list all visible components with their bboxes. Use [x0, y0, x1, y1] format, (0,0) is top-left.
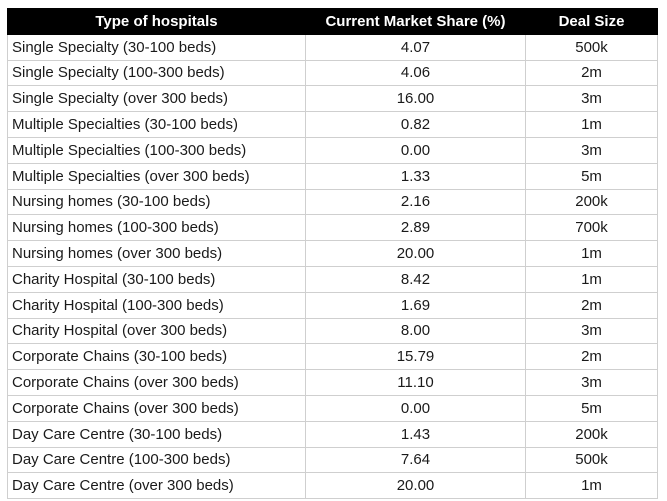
cell-market-share: 20.00 — [305, 472, 526, 500]
table-row: Day Care Centre (100-300 beds) 7.64 500k — [7, 446, 658, 474]
cell-market-share: 0.00 — [305, 136, 526, 164]
cell-deal-size: 3m — [525, 85, 658, 113]
table-row: Single Specialty (30-100 beds) 4.07 500k — [7, 33, 658, 61]
cell-deal-size: 1m — [525, 265, 658, 293]
cell-hospital-type: Corporate Chains (30-100 beds) — [7, 343, 306, 371]
data-table: Type of hospitals Current Market Share (… — [7, 8, 658, 500]
cell-hospital-type: Single Specialty (100-300 beds) — [7, 59, 306, 87]
table-row: Multiple Specialties (100-300 beds) 0.00 3… — [7, 136, 658, 164]
cell-deal-size: 500k — [525, 33, 658, 61]
cell-hospital-type: Day Care Centre (100-300 beds) — [7, 446, 306, 474]
table-row: Day Care Centre (over 300 beds) 20.00 1m — [7, 472, 658, 500]
cell-deal-size: 700k — [525, 214, 658, 242]
cell-hospital-type: Single Specialty (over 300 beds) — [7, 85, 306, 113]
cell-deal-size: 200k — [525, 188, 658, 216]
cell-deal-size: 5m — [525, 162, 658, 190]
cell-deal-size: 1m — [525, 472, 658, 500]
cell-hospital-type: Nursing homes (30-100 beds) — [7, 188, 306, 216]
cell-market-share: 2.16 — [305, 188, 526, 216]
cell-market-share: 1.69 — [305, 291, 526, 319]
cell-market-share: 0.00 — [305, 394, 526, 422]
cell-market-share: 1.43 — [305, 420, 526, 448]
cell-market-share: 4.07 — [305, 33, 526, 61]
table-row: Single Specialty (over 300 beds) 16.00 3m — [7, 85, 658, 113]
cell-market-share: 0.82 — [305, 111, 526, 138]
cell-deal-size: 3m — [525, 136, 658, 164]
table-row: Charity Hospital (30-100 beds) 8.42 1m — [7, 265, 658, 293]
table-row: Single Specialty (100-300 beds) 4.06 2m — [7, 59, 658, 87]
table-row: Corporate Chains (over 300 beds) 0.00 5m — [7, 394, 658, 422]
cell-deal-size: 3m — [525, 369, 658, 396]
cell-deal-size: 2m — [525, 291, 658, 319]
table-row: Corporate Chains (30-100 beds) 15.79 2m — [7, 343, 658, 371]
cell-hospital-type: Corporate Chains (over 300 beds) — [7, 369, 306, 396]
cell-hospital-type: Nursing homes (100-300 beds) — [7, 214, 306, 242]
cell-hospital-type: Multiple Specialties (30-100 beds) — [7, 111, 306, 138]
cell-market-share: 20.00 — [305, 240, 526, 267]
table-row: Corporate Chains (over 300 beds) 11.10 3m — [7, 369, 658, 396]
table-row: Multiple Specialties (30-100 beds) 0.82 1m — [7, 111, 658, 138]
cell-deal-size: 500k — [525, 446, 658, 474]
cell-hospital-type: Charity Hospital (over 300 beds) — [7, 317, 306, 345]
cell-market-share: 11.10 — [305, 369, 526, 396]
cell-hospital-type: Multiple Specialties (100-300 beds) — [7, 136, 306, 164]
cell-deal-size: 3m — [525, 317, 658, 345]
cell-deal-size: 2m — [525, 343, 658, 371]
table-row: Nursing homes (30-100 beds) 2.16 200k — [7, 188, 658, 216]
cell-hospital-type: Corporate Chains (over 300 beds) — [7, 394, 306, 422]
cell-hospital-type: Single Specialty (30-100 beds) — [7, 33, 306, 61]
cell-deal-size: 1m — [525, 240, 658, 267]
header-row: Type of hospitals Current Market Share (… — [7, 8, 658, 35]
column-header-type-of-hospitals: Type of hospitals — [7, 8, 306, 35]
table-row: Nursing homes (100-300 beds) 2.89 700k — [7, 214, 658, 242]
cell-deal-size: 2m — [525, 59, 658, 87]
cell-hospital-type: Charity Hospital (30-100 beds) — [7, 265, 306, 293]
cell-market-share: 8.42 — [305, 265, 526, 293]
table-row: Charity Hospital (over 300 beds) 8.00 3m — [7, 317, 658, 345]
cell-market-share: 15.79 — [305, 343, 526, 371]
cell-hospital-type: Day Care Centre (over 300 beds) — [7, 472, 306, 500]
cell-hospital-type: Nursing homes (over 300 beds) — [7, 240, 306, 267]
cell-market-share: 7.64 — [305, 446, 526, 474]
cell-deal-size: 5m — [525, 394, 658, 422]
hospital-market-share-table: Type of hospitals Current Market Share (… — [7, 8, 658, 500]
cell-hospital-type: Multiple Specialties (over 300 beds) — [7, 162, 306, 190]
cell-market-share: 8.00 — [305, 317, 526, 345]
table-row: Nursing homes (over 300 beds) 20.00 1m — [7, 240, 658, 267]
cell-market-share: 2.89 — [305, 214, 526, 242]
column-header-current-market-share: Current Market Share (%) — [305, 8, 526, 35]
cell-hospital-type: Day Care Centre (30-100 beds) — [7, 420, 306, 448]
cell-deal-size: 1m — [525, 111, 658, 138]
cell-market-share: 1.33 — [305, 162, 526, 190]
cell-hospital-type: Charity Hospital (100-300 beds) — [7, 291, 306, 319]
column-header-deal-size: Deal Size — [525, 8, 658, 35]
cell-market-share: 4.06 — [305, 59, 526, 87]
table-row: Multiple Specialties (over 300 beds) 1.33… — [7, 162, 658, 190]
cell-deal-size: 200k — [525, 420, 658, 448]
table-row: Charity Hospital (100-300 beds) 1.69 2m — [7, 291, 658, 319]
cell-market-share: 16.00 — [305, 85, 526, 113]
table-row: Day Care Centre (30-100 beds) 1.43 200k — [7, 420, 658, 448]
